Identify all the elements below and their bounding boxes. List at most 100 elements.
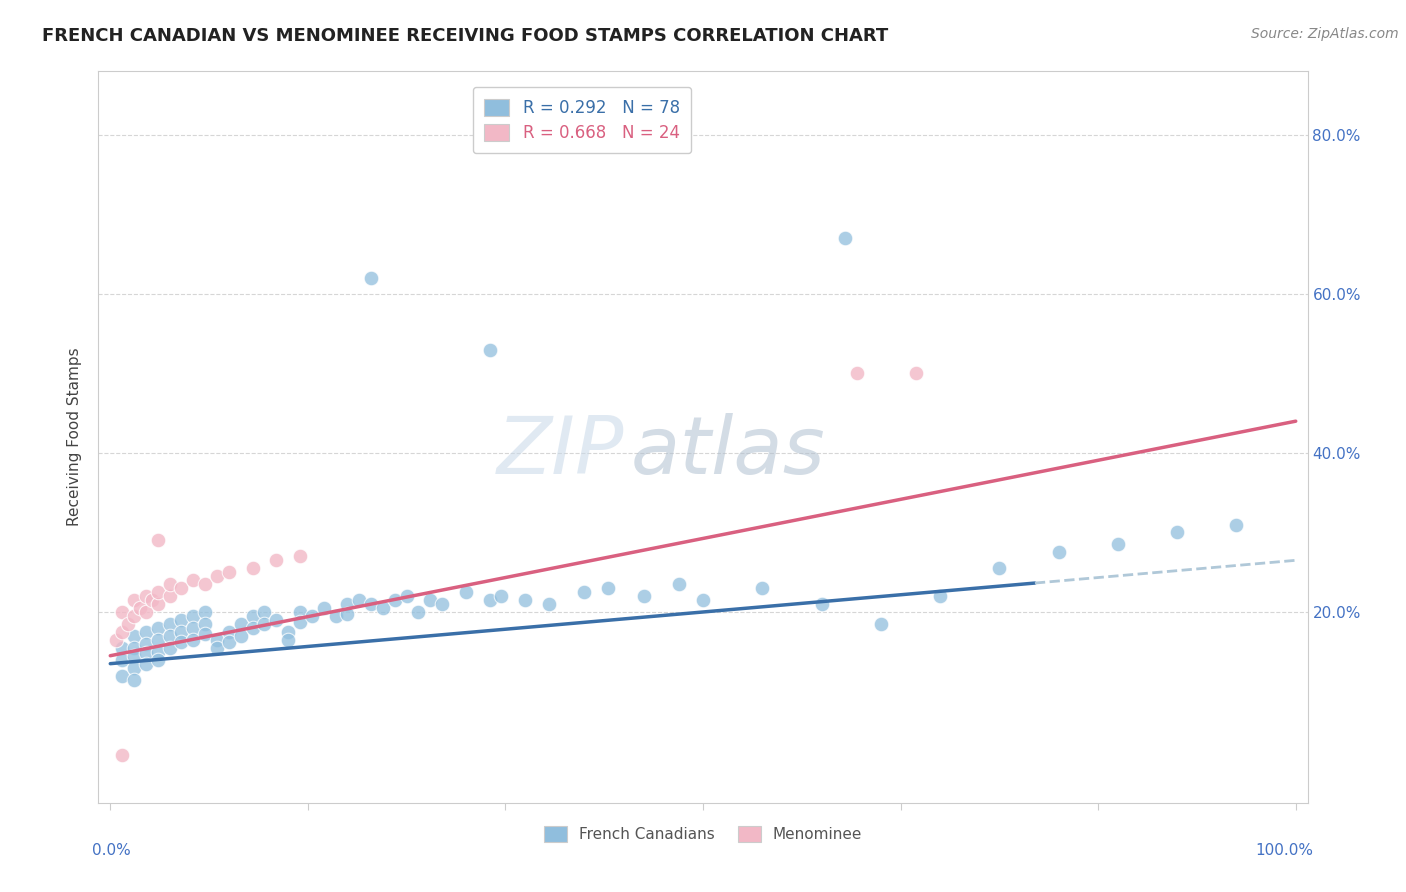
Point (1225, 517, 1247, 532)
Point (218, 566, 240, 580)
Point (242, 609, 264, 624)
Point (122, 660, 145, 674)
Point (122, 648, 145, 663)
Point (146, 585, 169, 599)
Point (432, 597, 454, 611)
Point (135, 589, 157, 603)
Point (122, 593, 145, 607)
Point (181, 632, 204, 647)
Point (181, 573, 204, 587)
Point (288, 549, 311, 564)
Point (988, 561, 1011, 575)
Point (146, 597, 169, 611)
Point (229, 629, 252, 643)
Point (537, 597, 560, 611)
Point (135, 637, 157, 651)
Legend: French Canadians, Menominee: French Canadians, Menominee (536, 819, 870, 850)
Point (360, 597, 382, 611)
Point (347, 593, 370, 607)
Point (810, 597, 832, 611)
Point (312, 601, 335, 615)
Point (288, 615, 311, 629)
Point (170, 581, 193, 595)
Point (288, 605, 311, 619)
Point (122, 640, 145, 655)
Point (170, 624, 193, 639)
Point (159, 629, 181, 643)
Point (111, 605, 134, 619)
Point (135, 605, 157, 619)
Point (159, 589, 181, 603)
Point (478, 343, 501, 357)
Point (325, 609, 347, 624)
Point (111, 653, 134, 667)
Text: Source: ZipAtlas.com: Source: ZipAtlas.com (1251, 27, 1399, 41)
Point (264, 553, 287, 567)
Point (159, 616, 181, 631)
Point (395, 589, 418, 603)
Point (205, 569, 228, 583)
Point (170, 613, 193, 627)
Point (1166, 525, 1188, 540)
Point (668, 577, 690, 591)
Point (336, 607, 359, 621)
Point (135, 624, 157, 639)
Point (181, 621, 204, 635)
Point (159, 640, 181, 655)
Point (146, 645, 169, 659)
Text: FRENCH CANADIAN VS MENOMINEE RECEIVING FOOD STAMPS CORRELATION CHART: FRENCH CANADIAN VS MENOMINEE RECEIVING F… (42, 27, 889, 45)
Point (454, 585, 477, 599)
Point (111, 748, 134, 763)
Point (419, 593, 441, 607)
Text: ZIP: ZIP (498, 413, 624, 491)
Text: atlas: atlas (630, 413, 825, 491)
Point (264, 613, 287, 627)
Point (598, 581, 620, 595)
Point (929, 589, 952, 603)
Point (117, 616, 139, 631)
Point (751, 581, 773, 595)
Point (111, 668, 134, 682)
Point (360, 271, 382, 285)
Text: 0.0%: 0.0% (93, 843, 131, 858)
Point (277, 632, 299, 647)
Point (135, 657, 157, 671)
Point (253, 605, 276, 619)
Point (277, 624, 299, 639)
Point (253, 616, 276, 631)
Point (135, 646, 157, 660)
Text: 100.0%: 100.0% (1256, 843, 1313, 858)
Point (229, 616, 252, 631)
Point (146, 533, 169, 548)
Point (491, 589, 513, 603)
Point (1047, 545, 1070, 559)
Point (146, 632, 169, 647)
Point (194, 577, 217, 591)
Point (371, 601, 394, 615)
Point (1107, 537, 1129, 551)
Point (336, 597, 359, 611)
Point (111, 624, 134, 639)
Point (384, 593, 406, 607)
Point (869, 616, 891, 631)
Point (146, 653, 169, 667)
Point (574, 585, 596, 599)
Point (905, 367, 928, 381)
Point (129, 601, 152, 615)
Point (194, 605, 217, 619)
Point (122, 673, 145, 687)
Point (194, 627, 217, 641)
Point (242, 561, 264, 575)
Point (834, 231, 856, 245)
Point (408, 605, 430, 619)
Point (146, 621, 169, 635)
Point (181, 609, 204, 624)
Point (205, 640, 228, 655)
Point (105, 632, 128, 647)
Point (692, 593, 714, 607)
Point (515, 593, 537, 607)
Point (122, 609, 145, 624)
Point (111, 640, 134, 655)
Point (218, 624, 240, 639)
Point (301, 609, 323, 624)
